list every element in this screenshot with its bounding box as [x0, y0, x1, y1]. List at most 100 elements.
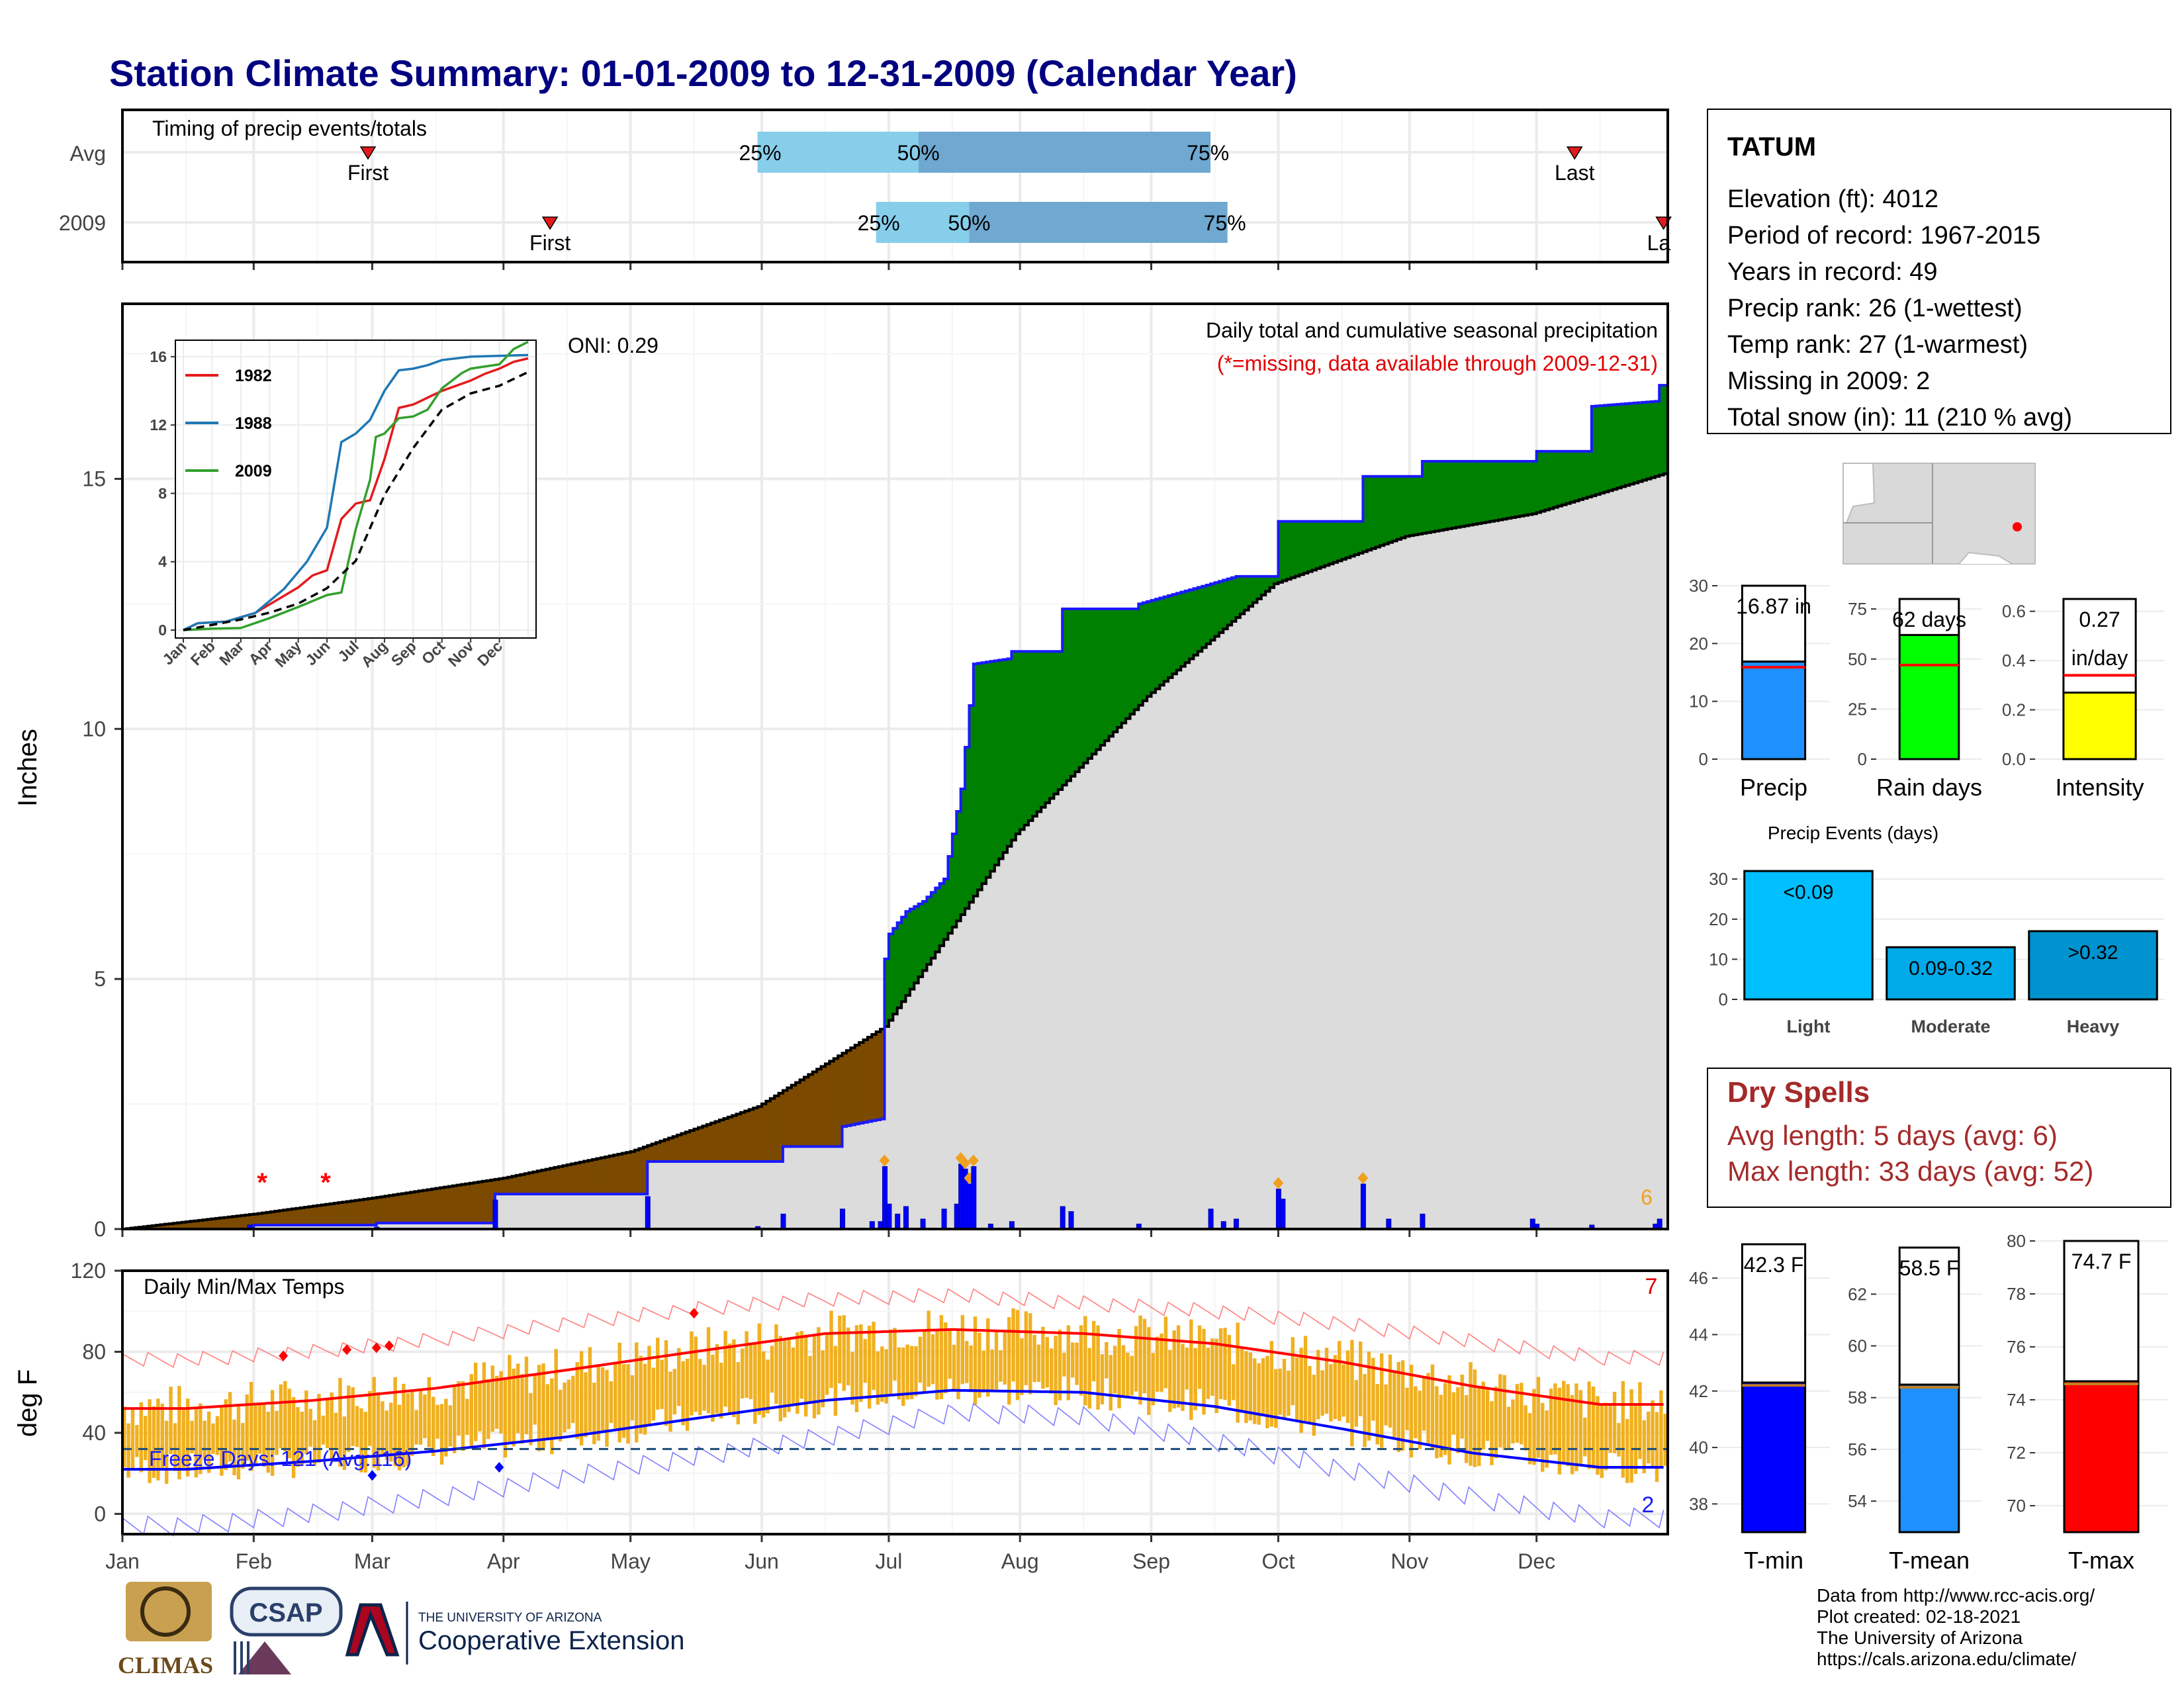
daily-temp-bar — [614, 1363, 617, 1429]
daily-temp-bar — [308, 1408, 312, 1447]
daily-temp-bar — [1354, 1380, 1358, 1427]
precip-surplus-segment — [1350, 521, 1355, 557]
daily-temp-bar — [1130, 1355, 1134, 1396]
timing-first-marker — [541, 216, 559, 230]
temp-panel: 0 40 80 120 deg F Daily Min/Max Temps Freez… — [13, 1259, 1669, 1573]
precip-deficit-segment — [478, 1181, 483, 1223]
daily-temp-bar — [270, 1390, 275, 1476]
daily-temp-bar — [803, 1334, 808, 1417]
precip-deficit-segment — [300, 1207, 305, 1225]
daily-temp-bar — [253, 1404, 257, 1465]
precip-surplus-segment — [1659, 385, 1664, 475]
climas-logo-text: CLIMAS — [118, 1652, 213, 1678]
precip-deficit-segment — [567, 1164, 572, 1195]
precip-surplus-segment — [884, 958, 889, 1027]
daily-temp-bar — [312, 1420, 317, 1466]
daily-temp-bar — [1591, 1387, 1596, 1469]
daily-temp-bar — [1490, 1401, 1494, 1465]
average-cumulative-area — [122, 473, 1668, 1230]
daily-temp-bar — [935, 1329, 939, 1400]
precip-surplus-segment — [1189, 590, 1195, 659]
rain-days-y-tick-label: 50 — [1848, 649, 1867, 669]
precip-surplus-segment — [1020, 651, 1025, 830]
precip-surplus-segment — [1206, 584, 1211, 644]
month-tick-label: Feb — [236, 1549, 272, 1573]
precip-surplus-segment — [939, 883, 944, 946]
precip-surplus-segment — [1223, 580, 1228, 629]
daily-temp-bar — [126, 1423, 130, 1478]
daily-temp-bar — [1527, 1413, 1532, 1465]
daily-temp-bar — [1464, 1394, 1469, 1463]
daily-temp-bar — [1257, 1363, 1261, 1425]
daily-temp-bar — [1520, 1383, 1524, 1445]
missing-note: (*=missing, data available through 2009-… — [1217, 351, 1658, 375]
daily-temp-bar — [414, 1410, 418, 1445]
precip-surplus-segment — [1113, 608, 1118, 732]
precip-surplus-segment — [1430, 461, 1435, 532]
precip-deficit-segment — [432, 1189, 436, 1223]
daily-temp-bar — [545, 1384, 550, 1439]
daily-temp-bar — [1274, 1369, 1278, 1428]
daily-temp-bar — [1388, 1354, 1392, 1428]
daily-temp-bar — [706, 1327, 711, 1414]
precip-surplus-segment — [1570, 451, 1575, 502]
daily-temp-bar — [1121, 1345, 1126, 1398]
precip-deficit-segment — [749, 1109, 754, 1162]
precip-surplus-segment — [1520, 461, 1525, 516]
precip-deficit-segment — [833, 1058, 839, 1147]
daily-temp-bar — [723, 1330, 727, 1407]
daily-temp-bar — [130, 1408, 135, 1469]
precip-total-title: Precip — [1740, 774, 1807, 801]
precip-deficit-segment — [351, 1201, 356, 1225]
daily-temp-bar — [1020, 1338, 1024, 1395]
precip-deficit-segment — [545, 1169, 551, 1195]
rain-days-y-tick-label: 75 — [1848, 599, 1867, 619]
precip-deficit-segment — [177, 1222, 183, 1229]
daily-temp-bar — [1079, 1325, 1083, 1396]
precip-surplus-segment — [1299, 521, 1304, 575]
daily-temp-bar — [1600, 1404, 1604, 1479]
climas-logo-mark — [126, 1582, 212, 1641]
footer-institution: The University of Arizona — [1817, 1627, 2023, 1648]
daily-temp-bar — [791, 1347, 796, 1404]
precip-surplus-segment — [1384, 476, 1389, 544]
precip-surplus-segment — [1134, 608, 1139, 710]
inset-legend-label-2009: 2009 — [235, 462, 272, 480]
timing-bar-q1 — [876, 202, 970, 243]
precip-surplus-segment — [1185, 590, 1190, 663]
events-category-label-light: Light — [1787, 1017, 1831, 1036]
precip-surplus-segment — [1604, 405, 1610, 492]
precip-surplus-segment — [1338, 521, 1343, 561]
daily-temp-bar — [702, 1365, 706, 1411]
climas-logo-ring — [140, 1586, 191, 1637]
csap-logo-lines — [234, 1641, 250, 1674]
precip-surplus-segment — [1647, 402, 1652, 479]
precip-surplus-segment — [990, 661, 995, 872]
precip-surplus-segment — [1608, 404, 1614, 491]
daily-temp-bar — [478, 1382, 482, 1432]
daily-temp-bar — [363, 1412, 368, 1473]
precip-surplus-segment — [1447, 461, 1453, 529]
precip-deficit-segment — [719, 1120, 725, 1162]
daily-temp-bar — [867, 1326, 872, 1409]
daily-temp-bar — [567, 1379, 571, 1430]
daily-temp-bar — [1651, 1400, 1655, 1468]
precip-surplus-segment — [1151, 600, 1156, 693]
daily-temp-bar — [905, 1344, 909, 1400]
daily-temp-bar — [1248, 1352, 1253, 1421]
daily-temp-bar — [1447, 1375, 1451, 1465]
precip-y-tick-label: 5 — [94, 967, 106, 991]
precip-deficit-segment — [499, 1178, 504, 1195]
precip-deficit-segment — [626, 1152, 631, 1195]
daily-temp-bar — [1396, 1361, 1400, 1453]
precip-surplus-segment — [1007, 659, 1013, 846]
precip-y-ticks: 0 5 10 15 — [82, 467, 122, 1241]
precip-deficit-segment — [173, 1223, 178, 1229]
daily-temp-bar — [690, 1331, 694, 1416]
intensity-title: Intensity — [2055, 774, 2144, 801]
inset-y-tick-label: 16 — [150, 348, 167, 365]
precip-deficit-segment — [418, 1191, 424, 1223]
daily-temp-bar — [1617, 1423, 1621, 1457]
daily-precip-bar — [1657, 1218, 1662, 1230]
daily-temp-bar — [1070, 1342, 1075, 1378]
